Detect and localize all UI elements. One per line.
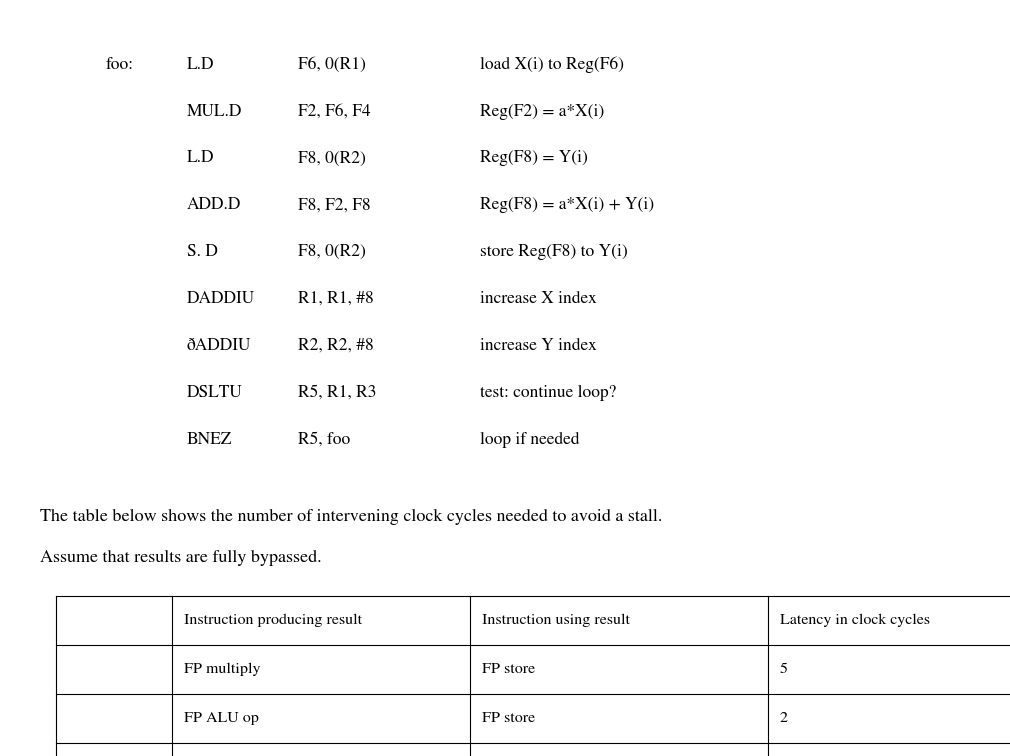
Text: load X(i) to Reg(F6): load X(i) to Reg(F6) [480, 57, 624, 73]
Text: 2: 2 [780, 712, 788, 725]
Text: 5: 5 [780, 663, 788, 676]
Text: foo:: foo: [106, 57, 134, 73]
Text: Instruction using result: Instruction using result [482, 614, 630, 627]
Text: Assume that results are fully bypassed.: Assume that results are fully bypassed. [40, 550, 322, 566]
Text: F6, 0(R1): F6, 0(R1) [298, 57, 366, 73]
Text: FP store: FP store [482, 712, 535, 725]
Text: R2, R2, #8: R2, R2, #8 [298, 338, 374, 354]
Text: F8, 0(R2): F8, 0(R2) [298, 150, 366, 166]
Text: R5, R1, R3: R5, R1, R3 [298, 385, 377, 401]
Text: loop if needed: loop if needed [480, 432, 580, 448]
Text: store Reg(F8) to Y(i): store Reg(F8) to Y(i) [480, 244, 627, 260]
Text: increase Y index: increase Y index [480, 338, 597, 354]
Text: The table below shows the number of intervening clock cycles needed to avoid a s: The table below shows the number of inte… [40, 509, 663, 525]
Text: Reg(F2) = a*X(i): Reg(F2) = a*X(i) [480, 104, 604, 119]
Text: S. D: S. D [187, 244, 218, 260]
Text: DSLTU: DSLTU [187, 385, 242, 401]
Text: Reg(F8) = a*X(i) + Y(i): Reg(F8) = a*X(i) + Y(i) [480, 197, 653, 213]
Text: MUL.D: MUL.D [187, 104, 242, 119]
Text: test: continue loop?: test: continue loop? [480, 385, 616, 401]
Text: F8, F2, F8: F8, F2, F8 [298, 197, 371, 213]
Text: ðADDIU: ðADDIU [187, 338, 251, 354]
Text: L.D: L.D [187, 150, 214, 166]
Text: Instruction producing result: Instruction producing result [184, 614, 362, 627]
Text: R1, R1, #8: R1, R1, #8 [298, 291, 374, 307]
Text: FP ALU op: FP ALU op [184, 712, 259, 725]
Text: BNEZ: BNEZ [187, 432, 232, 448]
Text: F8, 0(R2): F8, 0(R2) [298, 244, 366, 260]
Text: FP multiply: FP multiply [184, 663, 261, 676]
Text: ADD.D: ADD.D [187, 197, 241, 213]
Text: R5, foo: R5, foo [298, 432, 350, 448]
Text: Latency in clock cycles: Latency in clock cycles [780, 614, 930, 627]
Text: F2, F6, F4: F2, F6, F4 [298, 104, 371, 119]
Text: increase X index: increase X index [480, 291, 597, 307]
Text: L.D: L.D [187, 57, 214, 73]
Text: Reg(F8) = Y(i): Reg(F8) = Y(i) [480, 150, 588, 166]
Text: FP store: FP store [482, 663, 535, 676]
Text: DADDIU: DADDIU [187, 291, 255, 307]
